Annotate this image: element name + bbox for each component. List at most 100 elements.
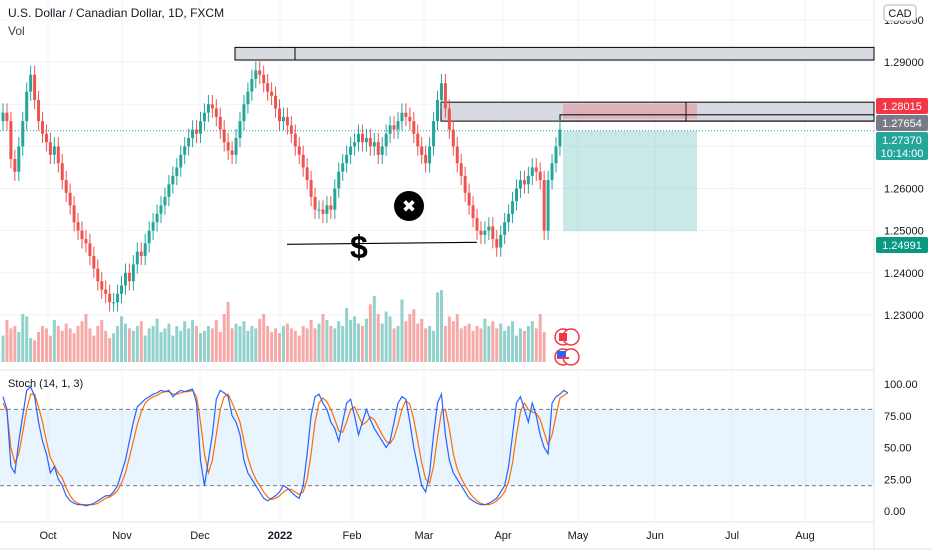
position-stop-zone: [563, 103, 697, 119]
volume-bar: [258, 318, 262, 362]
candle-body: [341, 163, 345, 172]
volume-bar: [447, 316, 451, 362]
volume-bar: [100, 320, 104, 362]
price-badge-2: 1.27654: [876, 115, 928, 131]
candle-body: [388, 125, 392, 134]
candle-body: [515, 188, 518, 202]
volume-bar: [159, 332, 163, 362]
symbol-title[interactable]: U.S. Dollar / Canadian Dollar, 1D, FXCM: [8, 6, 225, 20]
candle-body: [60, 163, 64, 181]
volume-bar: [376, 314, 380, 362]
volume-bar: [317, 323, 321, 362]
candle-body: [72, 205, 76, 223]
candle-body: [254, 70, 258, 79]
volume-bar: [309, 320, 313, 362]
volume-bar: [491, 321, 495, 362]
candle-body: [428, 146, 432, 164]
us-flag-icon[interactable]: [554, 348, 580, 366]
candle-body: [135, 251, 139, 265]
candle-body: [210, 104, 214, 109]
stoch-band: [0, 409, 874, 486]
candle-body: [234, 137, 238, 155]
candle-body: [159, 205, 163, 214]
price-tick-label: 1.25000: [884, 226, 924, 238]
candle-body: [238, 121, 242, 138]
candle-body: [266, 83, 270, 92]
candle-body: [246, 91, 250, 105]
volume-bar: [495, 328, 499, 362]
candle-body: [317, 209, 321, 211]
candle-body: [218, 116, 222, 130]
candle-body: [436, 100, 439, 122]
volume-bar: [68, 328, 72, 362]
candle-body: [131, 264, 135, 282]
candle-body: [357, 133, 360, 143]
volume-bar: [76, 326, 80, 362]
candle-body: [206, 104, 210, 113]
currency-button[interactable]: CAD: [883, 4, 917, 22]
price-tick-label: 1.23000: [884, 310, 924, 322]
volume-label[interactable]: Vol: [8, 24, 25, 38]
volume-bar: [515, 335, 518, 362]
candle-body: [80, 230, 84, 240]
stoch-tick-label: 75.00: [884, 411, 912, 423]
candle-body: [467, 192, 471, 206]
candle-body: [56, 146, 60, 164]
volume-bar: [349, 320, 353, 362]
volume-bar: [530, 321, 534, 362]
stoch-label[interactable]: Stoch (14, 1, 3): [8, 378, 84, 390]
candle-body: [364, 137, 368, 143]
candle-body: [163, 196, 167, 206]
candle-body: [92, 255, 96, 269]
volume-bar: [420, 318, 424, 362]
volume-bar: [372, 296, 376, 362]
volume-bar: [432, 330, 436, 362]
volume-bar: [250, 326, 254, 362]
volume-bar: [29, 338, 33, 362]
volume-bar: [60, 330, 64, 362]
volume-bar: [123, 323, 127, 362]
canada-flag-icon[interactable]: [554, 328, 580, 346]
volume-bar: [364, 318, 368, 362]
candle-body: [522, 180, 526, 185]
candle-body: [41, 121, 44, 134]
candle-body: [550, 163, 554, 181]
candle-body: [199, 121, 202, 134]
volume-bar: [206, 326, 210, 362]
candle-body: [151, 222, 155, 231]
candle-body: [313, 196, 317, 210]
volume-bar: [112, 333, 116, 362]
time-tick-label: Aug: [795, 530, 815, 542]
candle-body: [372, 142, 376, 147]
candle-body: [487, 226, 491, 231]
candle-body: [463, 175, 467, 193]
candle-body: [100, 281, 104, 290]
volume-bar: [147, 328, 151, 362]
volume-bar: [72, 333, 76, 362]
volume-bar: [293, 330, 297, 362]
candle-body: [534, 167, 538, 172]
price-tick-label: 1.29000: [884, 57, 924, 69]
candle-body: [455, 146, 459, 164]
volume-bar: [483, 318, 487, 362]
candle-body: [104, 289, 108, 294]
volume-bar: [443, 326, 447, 362]
volume-bar: [301, 326, 305, 362]
candle-body: [29, 74, 33, 92]
candle-body: [222, 129, 226, 143]
volume-bar: [226, 302, 230, 362]
candle-body: [191, 129, 195, 138]
candle-body: [25, 91, 29, 122]
candle-body: [558, 129, 562, 147]
candle-body: [499, 234, 503, 248]
candle-body: [353, 142, 357, 147]
volume-bar: [1, 335, 5, 362]
volume-bar: [341, 326, 345, 362]
candle-body: [400, 112, 404, 122]
volume-bar: [285, 323, 289, 362]
candle-body: [443, 83, 447, 109]
volume-bar: [522, 330, 526, 362]
candle-body: [412, 121, 416, 134]
volume-bar: [412, 309, 416, 362]
